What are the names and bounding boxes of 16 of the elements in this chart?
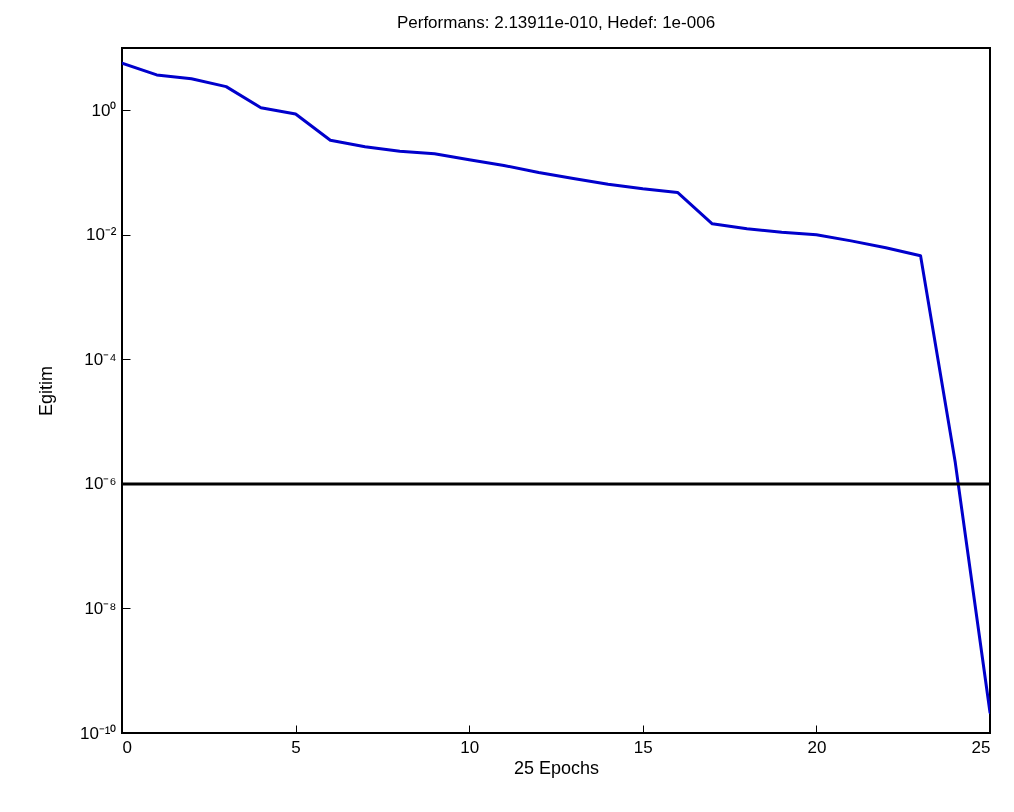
x-tick-label: 10 [460, 737, 480, 757]
x-tick-label: 0 [122, 737, 132, 757]
y-tick-label: 10⁻¹⁰ [79, 723, 117, 743]
y-tick-label: 10⁰ [91, 100, 117, 120]
x-tick-label: 15 [633, 737, 653, 757]
x-tick-label: 25 [971, 737, 991, 757]
x-tick-label: 5 [291, 737, 301, 757]
y-axis-title: Egitim [35, 365, 56, 417]
chart-title: Performans: 2.13911e-010, Hedef: 1e-006 [396, 13, 716, 32]
y-tick-label: 10⁻⁸ [84, 598, 117, 618]
line-series [122, 61, 990, 714]
x-axis-title: 25 Epochs [513, 757, 600, 778]
x-tick-label: 20 [807, 737, 827, 757]
y-tick-label: 10⁻² [85, 225, 117, 245]
y-tick-label: 10⁻⁶ [84, 474, 117, 494]
y-tick-label: 10⁻⁴ [84, 349, 117, 369]
